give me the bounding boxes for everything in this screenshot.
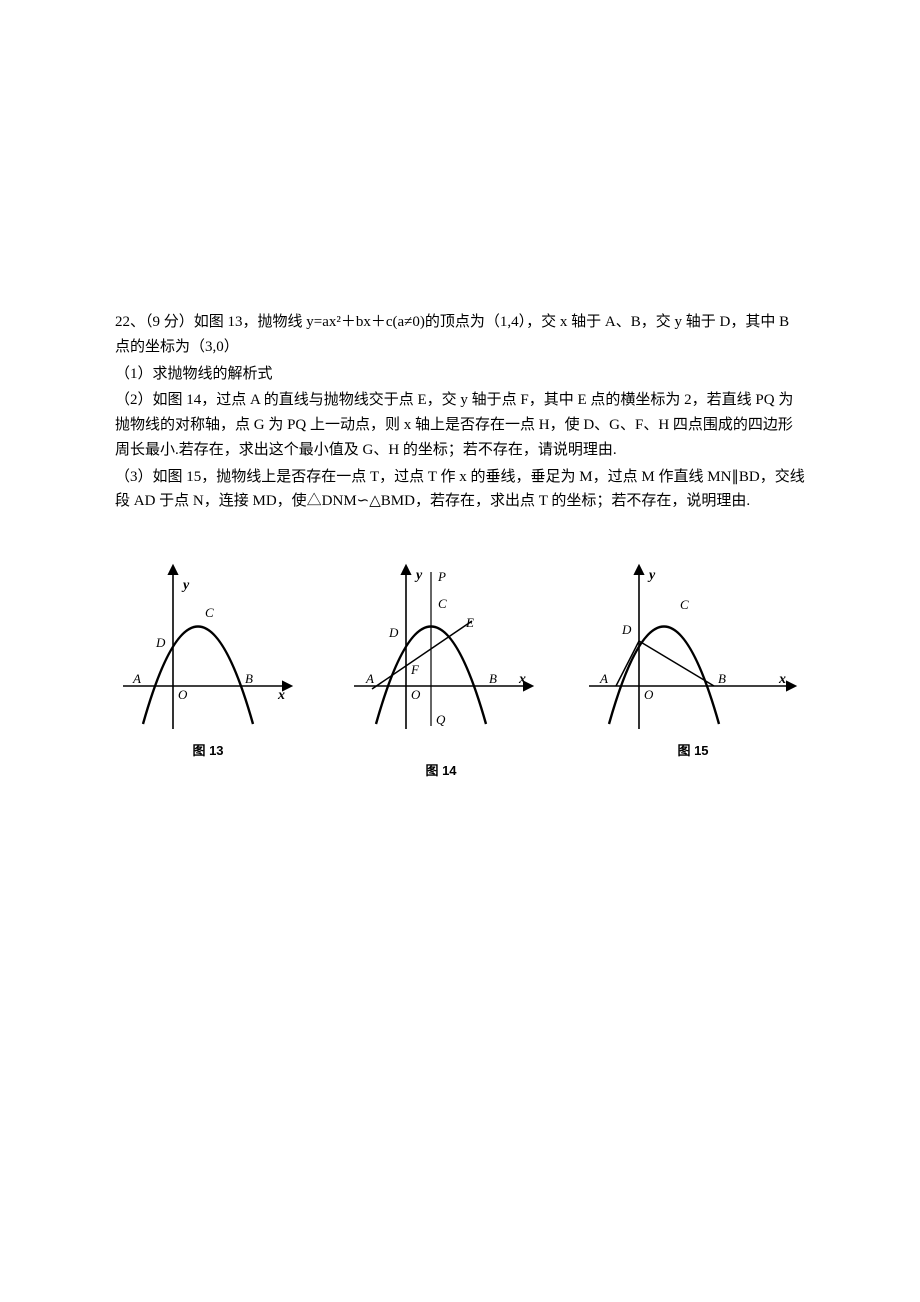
svg-text:B: B (489, 671, 497, 686)
svg-text:D: D (621, 622, 632, 637)
svg-text:x: x (277, 688, 285, 703)
figure-14-caption: 图 14 (425, 760, 456, 781)
figure-13-caption: 图 13 (192, 740, 223, 761)
svg-text:C: C (680, 597, 689, 612)
svg-text:O: O (178, 687, 188, 702)
svg-text:D: D (388, 625, 399, 640)
figure-13: y x O A B C D 图 13 (118, 559, 298, 781)
svg-text:y: y (647, 568, 656, 583)
part2: （2）如图 14，过点 A 的直线与抛物线交于点 E，交 y 轴于点 F，其中 … (115, 388, 805, 462)
svg-text:x: x (778, 672, 786, 687)
figures-row: y x O A B C D 图 13 y x O A B (115, 559, 805, 781)
figure-15-svg: y x O A B C D (584, 559, 802, 734)
problem-text: 22、（9 分）如图 13，抛物线 y=ax²＋bx＋c(a≠0)的顶点为（1,… (115, 310, 805, 514)
figure-14: y x O A B C D E F P Q 图 14 (344, 559, 539, 781)
figure-13-svg: y x O A B C D (118, 559, 298, 734)
svg-text:O: O (644, 687, 654, 702)
svg-text:y: y (181, 578, 190, 593)
part1: （1）求抛物线的解析式 (115, 362, 805, 387)
svg-text:P: P (437, 569, 446, 584)
figure-14-svg: y x O A B C D E F P Q (344, 559, 539, 754)
svg-text:B: B (245, 671, 253, 686)
part3: （3）如图 15，抛物线上是否存在一点 T，过点 T 作 x 的垂线，垂足为 M… (115, 465, 805, 515)
svg-text:C: C (438, 596, 447, 611)
svg-text:F: F (410, 662, 420, 677)
svg-text:E: E (465, 615, 474, 630)
svg-text:B: B (718, 671, 726, 686)
svg-text:O: O (411, 687, 421, 702)
figure-15: y x O A B C D 图 15 (584, 559, 802, 781)
svg-text:x: x (518, 672, 526, 687)
svg-text:A: A (132, 671, 141, 686)
svg-text:A: A (365, 671, 374, 686)
svg-text:C: C (205, 605, 214, 620)
svg-text:D: D (155, 635, 166, 650)
svg-text:y: y (414, 568, 423, 583)
figure-15-caption: 图 15 (677, 740, 708, 761)
svg-text:A: A (599, 671, 608, 686)
svg-text:Q: Q (436, 712, 446, 727)
problem-header: 22、（9 分）如图 13，抛物线 y=ax²＋bx＋c(a≠0)的顶点为（1,… (115, 310, 805, 360)
